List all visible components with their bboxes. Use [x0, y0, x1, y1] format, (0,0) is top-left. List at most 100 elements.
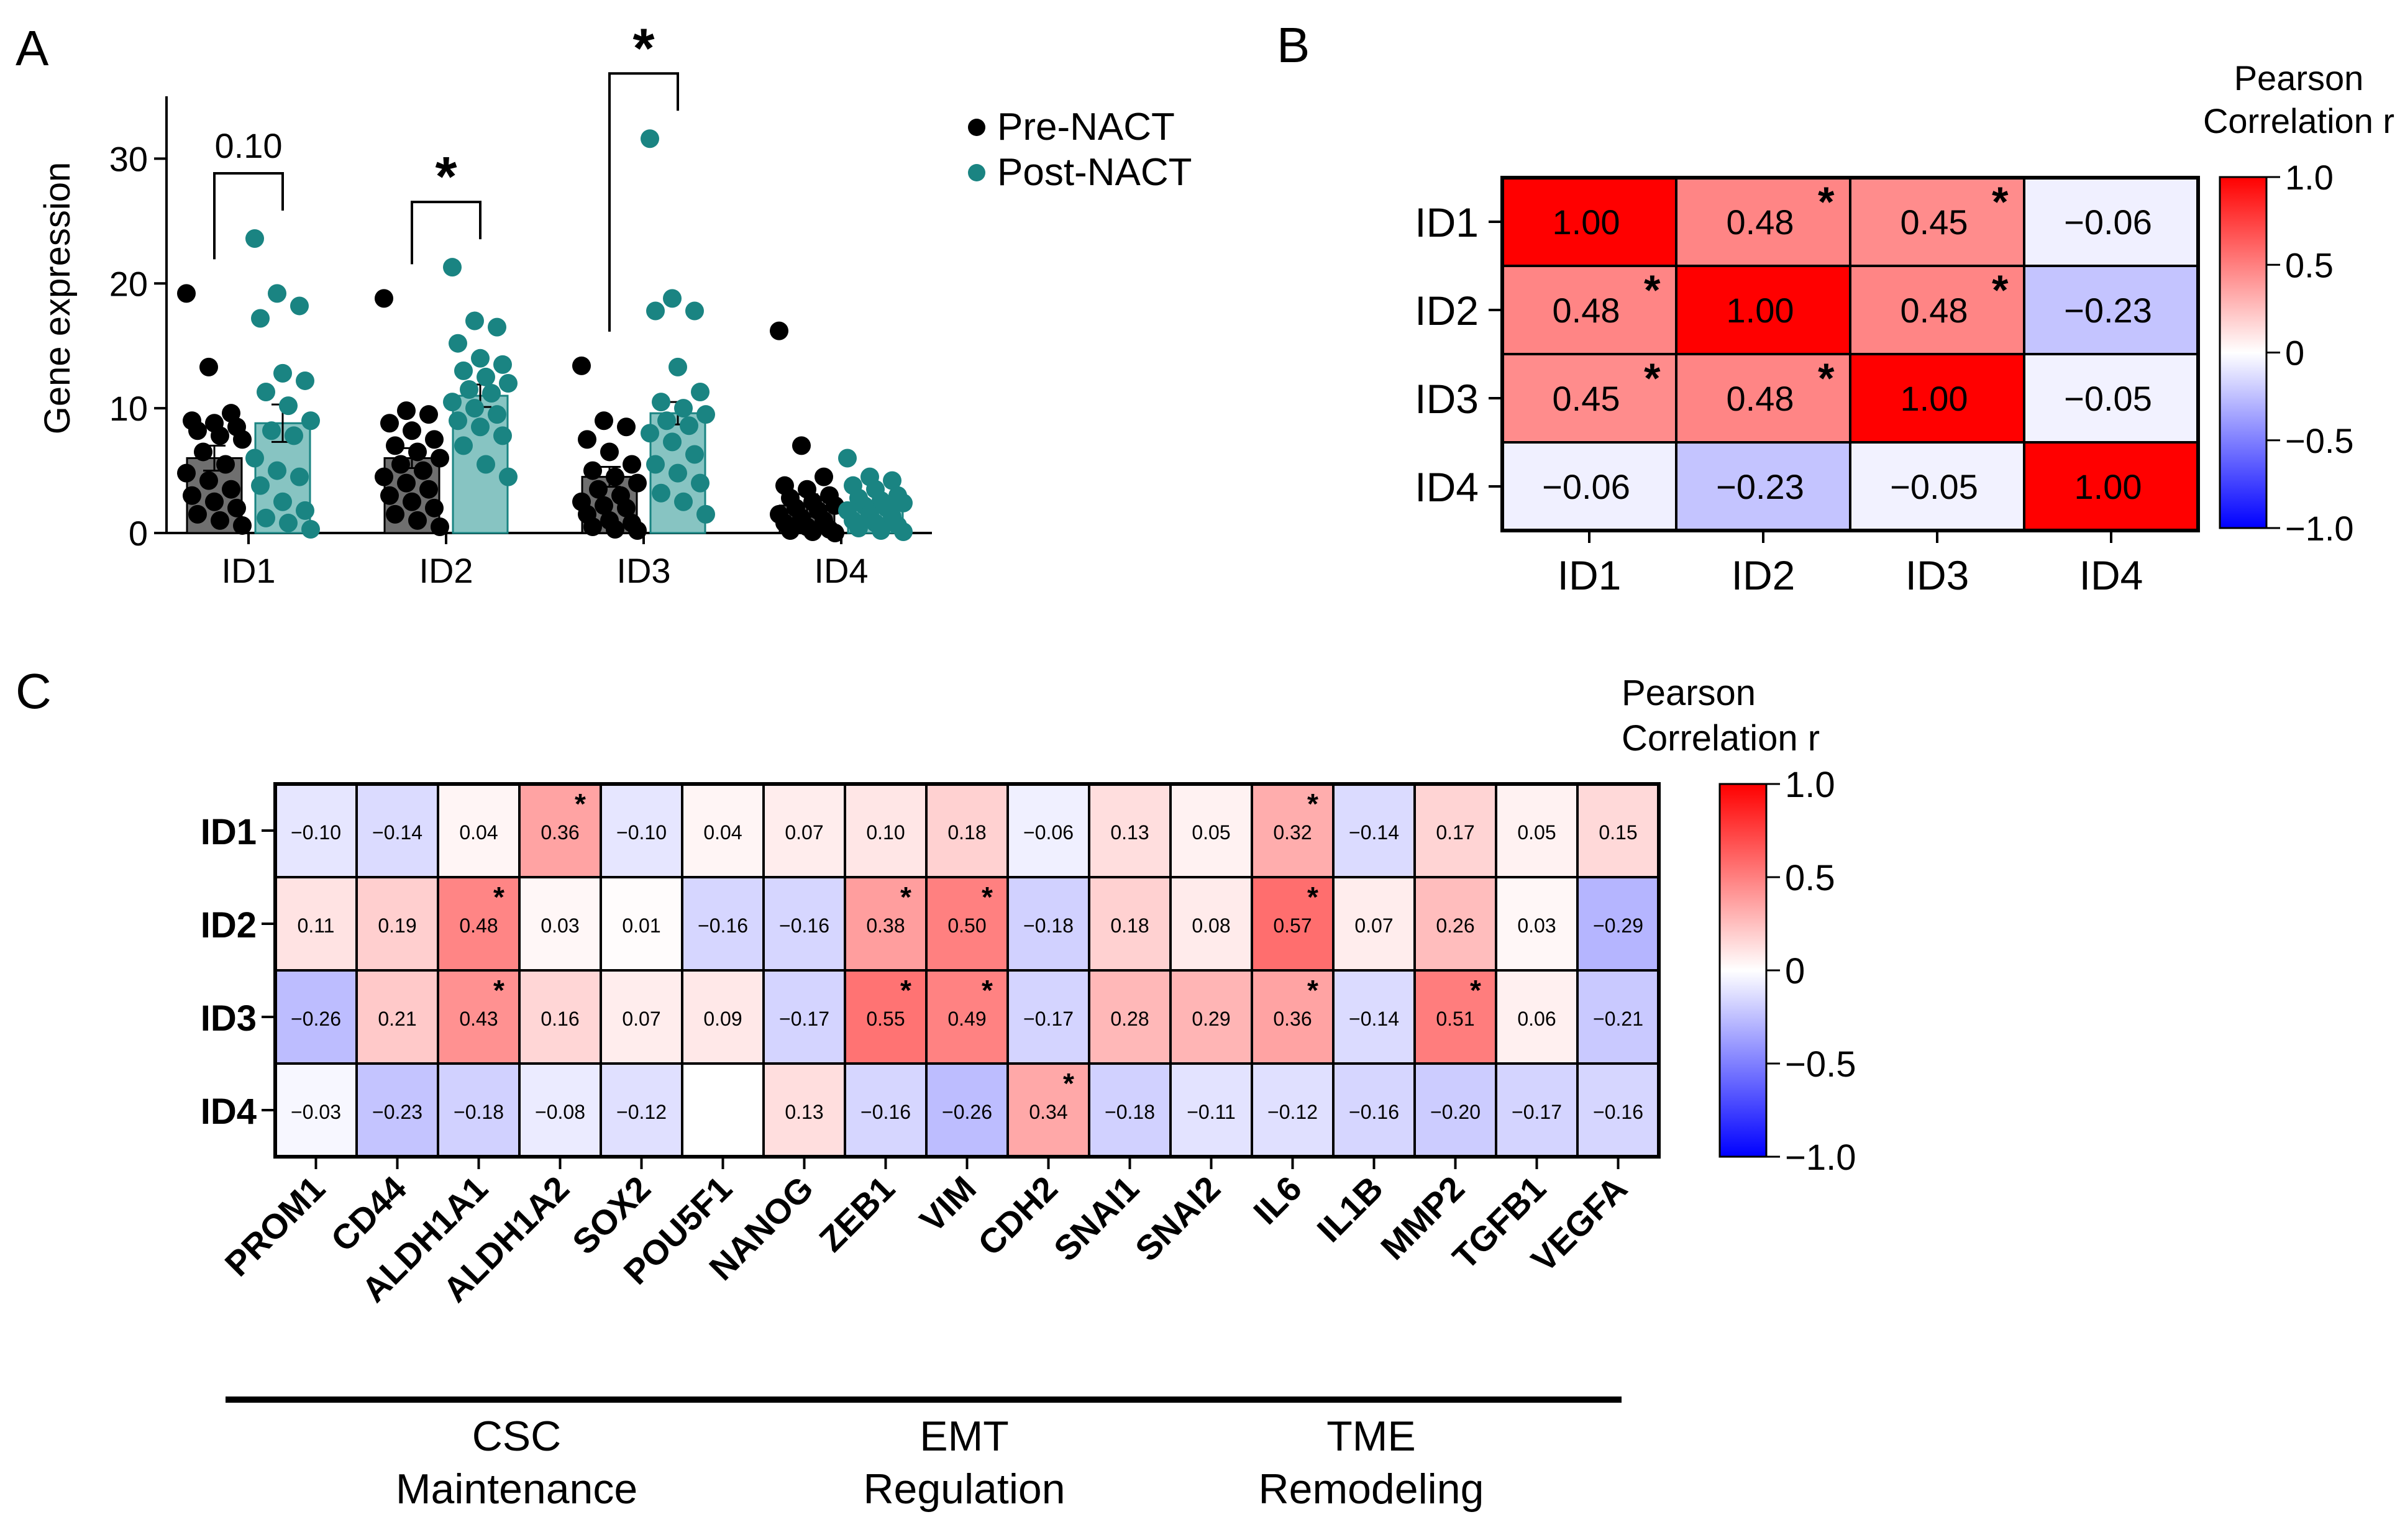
cell-value: 0.17 — [1436, 821, 1474, 844]
cell-value: −0.14 — [1349, 1008, 1399, 1030]
heatmap-cell — [1169, 969, 1253, 1065]
significance-bracket — [213, 171, 284, 260]
cell-value: −0.23 — [2064, 291, 2152, 330]
cell-value: −0.05 — [2064, 379, 2152, 418]
heatmap-cell — [1088, 969, 1172, 1065]
post-data-point — [443, 258, 462, 277]
row-label: ID4 — [201, 1091, 257, 1132]
cell-value: −0.21 — [1593, 1008, 1643, 1030]
heatmap-cell — [2023, 441, 2199, 532]
cell-value: 0.38 — [866, 914, 905, 937]
pre-data-point — [617, 498, 636, 517]
heatmap-cell — [1576, 969, 1660, 1065]
pre-data-point — [628, 473, 647, 493]
heatmap-cell — [1849, 176, 2025, 267]
significance-label: * — [435, 146, 457, 208]
cell-value: 0.48 — [459, 914, 498, 937]
cell-value: 0.07 — [785, 821, 823, 844]
post-data-point — [674, 492, 693, 511]
y-tick-label: 20 — [109, 264, 148, 303]
panel-b-colorbar-title-line2: Correlation r — [2203, 101, 2394, 140]
significance-star: * — [1992, 178, 2009, 226]
post-data-point — [301, 411, 320, 431]
post-data-point — [465, 311, 484, 330]
pre-data-point — [216, 455, 235, 474]
pre-data-point — [194, 442, 212, 462]
significance-star: * — [982, 974, 993, 1006]
row-label: ID1 — [1415, 199, 1479, 245]
cell-value: 0.15 — [1599, 821, 1637, 844]
cell-value: 0.32 — [1273, 821, 1312, 844]
pre-data-point — [414, 461, 432, 480]
panel-c-colorbar-tick-label: 1.0 — [1785, 765, 1835, 805]
cell-value: −0.18 — [1105, 1101, 1155, 1123]
post-data-point — [477, 367, 495, 386]
post-data-point — [273, 492, 292, 511]
post-data-point — [454, 436, 473, 455]
significance-bracket — [608, 72, 679, 332]
heatmap-cell — [1849, 441, 2025, 532]
heatmap-cell — [844, 876, 928, 972]
heatmap-cell — [925, 1062, 1009, 1158]
post-data-point — [290, 296, 309, 316]
cell-value: −0.12 — [1267, 1101, 1318, 1123]
col-label: ID3 — [1905, 552, 1969, 598]
post-data-point — [290, 467, 309, 486]
pre-data-point — [431, 517, 449, 536]
cell-value: −0.17 — [779, 1008, 829, 1030]
pre-data-point — [211, 426, 229, 445]
pre-data-point — [431, 449, 449, 468]
heatmap-cell — [1576, 876, 1660, 972]
col-label: ZEB1 — [811, 1169, 902, 1259]
significance-star: * — [1818, 178, 1835, 226]
pre-data-point — [408, 511, 427, 530]
cell-value: 1.00 — [1901, 379, 1968, 418]
post-data-point — [279, 396, 298, 416]
significance-star: * — [575, 788, 586, 820]
pre-data-point — [375, 289, 393, 308]
cell-value: −0.06 — [1023, 821, 1074, 844]
heatmap-cell — [1006, 876, 1090, 972]
cell-value: −0.14 — [1349, 821, 1399, 844]
panel-b-colorbar — [2219, 176, 2268, 529]
cell-value: 0.07 — [622, 1008, 660, 1030]
post-data-point — [257, 508, 275, 527]
heatmap-cell — [600, 783, 683, 878]
post-data-point — [482, 384, 501, 403]
col-label: CDH2 — [970, 1169, 1065, 1263]
x-tick-label: ID4 — [814, 551, 868, 590]
pre-data-point — [583, 517, 602, 536]
col-label: SNAI2 — [1128, 1169, 1228, 1269]
heatmap-cell — [1332, 969, 1416, 1065]
cell-value: −0.18 — [1023, 914, 1074, 937]
group-label-line2: Regulation — [863, 1465, 1065, 1513]
cell-value: −0.16 — [698, 914, 748, 937]
pre-data-point — [595, 496, 613, 515]
significance-star: * — [493, 974, 504, 1006]
pre-data-point — [419, 480, 438, 499]
heatmap-cell — [600, 876, 683, 972]
heatmap-cell — [1413, 1062, 1497, 1158]
post-data-point — [493, 426, 512, 445]
group-label-line2: Remodeling — [1259, 1465, 1484, 1513]
pre-data-point — [188, 504, 207, 524]
cell-value: 0.36 — [1273, 1008, 1312, 1030]
pre-data-point — [408, 442, 427, 462]
panel-c-colorbar-tick-label: 0 — [1785, 951, 1805, 991]
cell-value: 0.50 — [947, 914, 986, 937]
heatmap-cell — [1675, 353, 1851, 444]
col-label: IL6 — [1246, 1169, 1309, 1232]
pre-data-point — [419, 405, 438, 424]
y-tick-label: 30 — [109, 139, 148, 178]
pre-data-point — [628, 521, 647, 540]
significance-star: * — [1992, 267, 2009, 314]
cell-value: −0.08 — [535, 1101, 585, 1123]
pre-data-point — [199, 471, 218, 490]
pre-data-point — [403, 421, 421, 440]
cell-value: 0.28 — [1110, 1008, 1149, 1030]
heatmap-cell — [1495, 969, 1579, 1065]
post-data-point — [251, 309, 270, 328]
post-data-point — [685, 445, 704, 464]
pre-data-point — [211, 511, 229, 530]
panel-a-bar-chart: Gene expression Pre-NACT Post-NACT 0 10 20… — [37, 17, 1192, 590]
